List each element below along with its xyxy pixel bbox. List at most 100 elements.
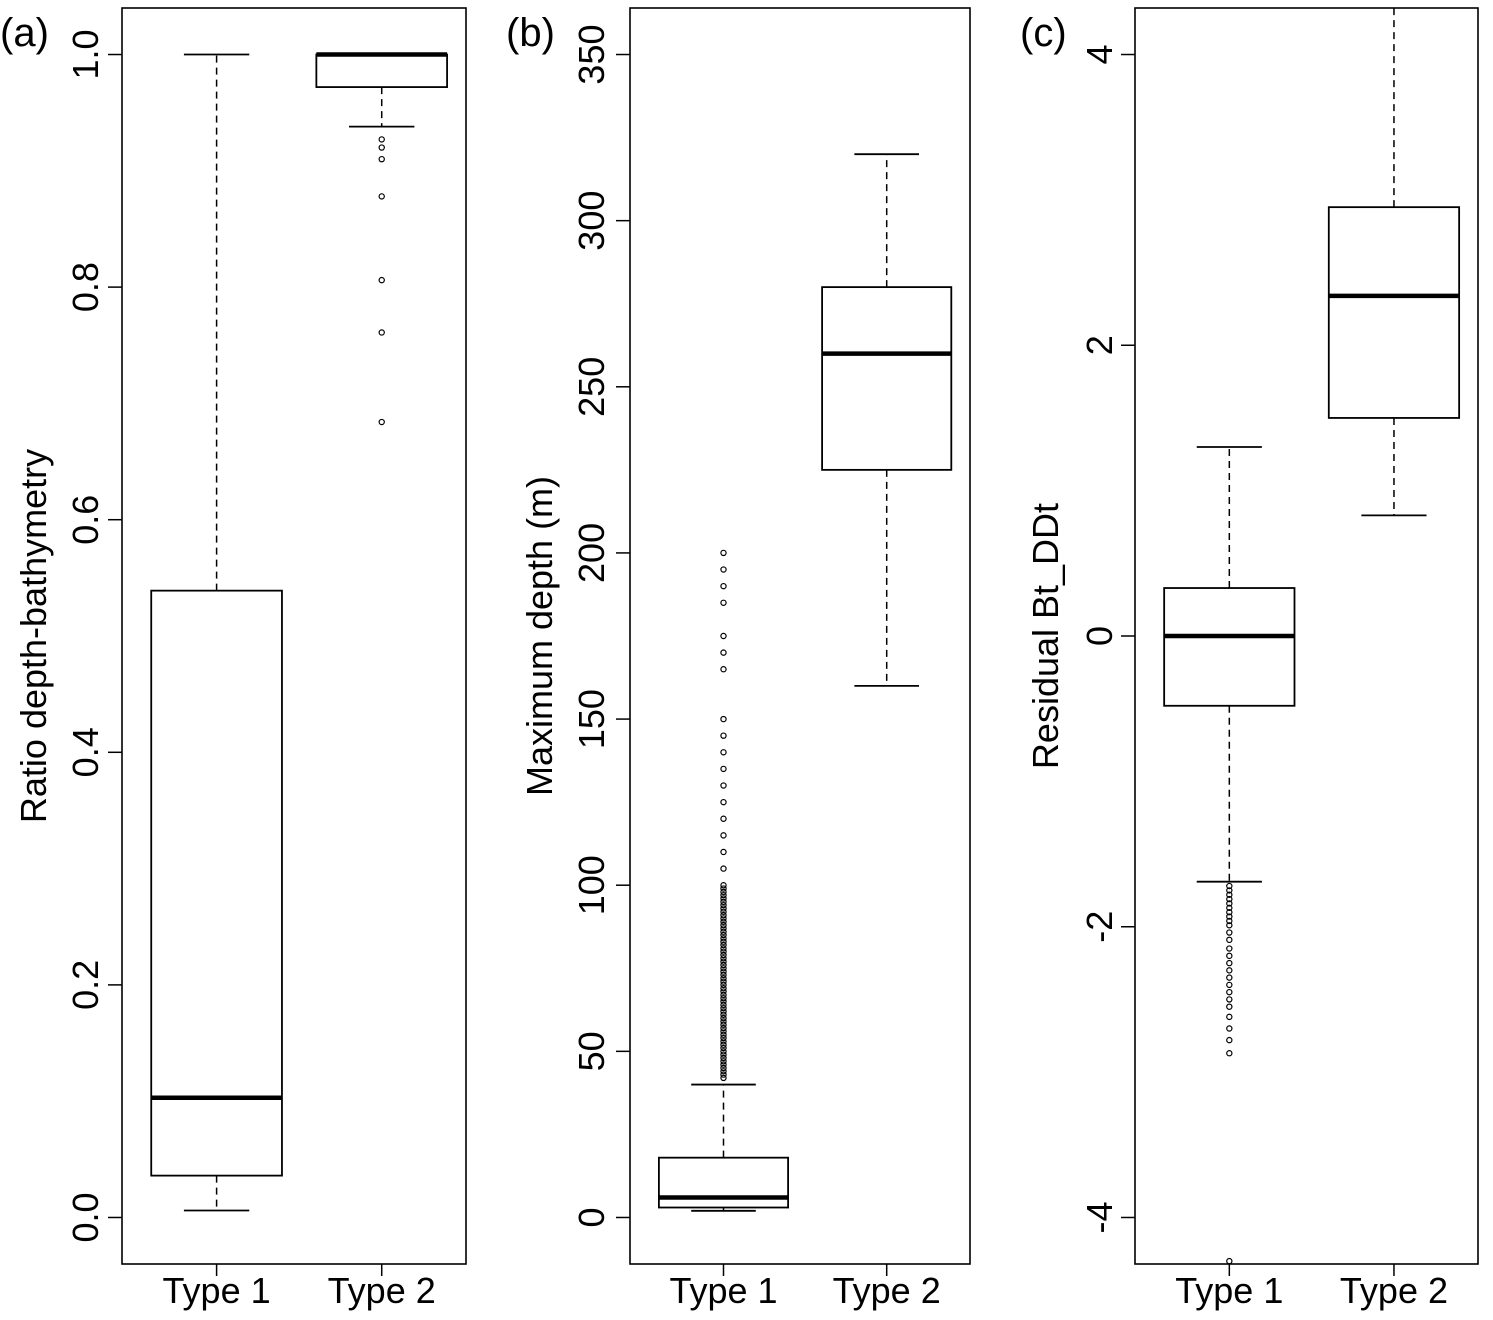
- iqr-box: [1327, 206, 1461, 419]
- outlier-point: [720, 582, 727, 590]
- outlier-point: [1226, 988, 1233, 996]
- outlier-point: [720, 961, 727, 969]
- y-axis-label: Residual Bt_DDt: [1025, 503, 1066, 769]
- outlier-point: [378, 418, 385, 426]
- y-tick-label: 300: [571, 191, 612, 251]
- outlier-point: [1226, 1025, 1233, 1032]
- y-tick-label: 0: [1079, 626, 1120, 646]
- outlier-point: [720, 1021, 727, 1028]
- outlier-point: [720, 566, 727, 573]
- outlier-point: [1226, 1036, 1233, 1044]
- x-tick-label: Type 1: [669, 1270, 777, 1311]
- y-tick-label: 350: [571, 24, 612, 84]
- outlier-point: [720, 798, 727, 806]
- y-tick-label: 0.2: [65, 960, 106, 1010]
- iqr-box: [821, 286, 953, 471]
- outlier-point: [1226, 952, 1233, 960]
- outlier-point: [720, 891, 727, 899]
- outlier-point: [720, 991, 727, 999]
- outlier-point: [720, 981, 727, 989]
- outlier-point: [720, 888, 727, 896]
- y-tick-label: 50: [571, 1031, 612, 1071]
- outlier-point: [720, 938, 727, 945]
- outlier-point: [720, 549, 727, 557]
- panel-c: (c) Residual Bt_DDt -4 -2 0 2 4 Type 1 Type 2: [1020, 7, 1479, 1311]
- y-tick-label: 0.0: [65, 1192, 106, 1242]
- outlier-point: [720, 1008, 727, 1015]
- outlier-point: [720, 1061, 727, 1068]
- outlier-point: [1226, 1013, 1233, 1021]
- outlier-point: [720, 1048, 727, 1055]
- outlier-point: [720, 599, 727, 606]
- outlier-point: [720, 931, 727, 939]
- outlier-point: [720, 1004, 727, 1012]
- x-tick-label: Type 2: [328, 1270, 436, 1311]
- x-tick-label: Type 2: [833, 1270, 941, 1311]
- outlier-point: [1226, 909, 1233, 916]
- x-tick-label: Type 1: [1175, 1270, 1283, 1311]
- outlier-point: [720, 955, 727, 962]
- outlier-point: [720, 905, 727, 912]
- outlier-point: [720, 915, 727, 922]
- outlier-point: [1226, 904, 1233, 912]
- iqr-box: [1163, 587, 1296, 707]
- y-tick-label: 0.4: [65, 727, 106, 777]
- x-tick-label: Type 2: [1340, 1270, 1448, 1311]
- outlier-point: [720, 948, 727, 955]
- outlier-point: [1226, 967, 1233, 974]
- outlier-point: [720, 1031, 727, 1038]
- outlier-point: [1226, 917, 1233, 925]
- y-tick-label: 0: [571, 1207, 612, 1227]
- outlier-point: [720, 1014, 727, 1022]
- outlier-point: [1226, 1050, 1233, 1057]
- outlier-point: [1226, 913, 1233, 920]
- panel-b: (b) Maximum depth (m) 0 50 100 150 200 250 300 35…: [506, 7, 971, 1311]
- y-axis-label: Maximum depth (m): [519, 476, 560, 796]
- plot-frame: [629, 7, 971, 1265]
- y-tick-label: 150: [571, 689, 612, 749]
- outlier-point: [720, 951, 727, 959]
- plot-frame: [121, 7, 467, 1265]
- outlier-point: [378, 155, 385, 163]
- outlier-point: [720, 1068, 727, 1075]
- outlier-point: [720, 908, 727, 915]
- y-tick-label: 250: [571, 357, 612, 417]
- outlier-point: [720, 968, 727, 975]
- outlier-point: [720, 965, 727, 972]
- outlier-point: [720, 1024, 727, 1032]
- outlier-point: [378, 193, 385, 200]
- outlier-point: [720, 985, 727, 992]
- outlier-point: [720, 1054, 727, 1062]
- y-tick-label: 1.0: [65, 29, 106, 79]
- outlier-point: [1226, 981, 1233, 989]
- outlier-point: [720, 971, 727, 979]
- outlier-point: [1226, 945, 1233, 952]
- outlier-point: [720, 928, 727, 935]
- outlier-point: [720, 1001, 727, 1009]
- outlier-point: [378, 136, 385, 143]
- outlier-point: [720, 1074, 727, 1082]
- outlier-point: [720, 749, 727, 756]
- outlier-point: [1226, 1003, 1233, 1010]
- outlier-point: [720, 732, 727, 739]
- outlier-point: [1226, 922, 1233, 929]
- outlier-point: [1226, 929, 1233, 936]
- outlier-point: [720, 782, 727, 789]
- outlier-point: [720, 1038, 727, 1045]
- outlier-point: [720, 935, 727, 942]
- outlier-point: [720, 901, 727, 909]
- outlier-point: [1226, 996, 1233, 1003]
- x-tick-label: Type 1: [163, 1270, 271, 1311]
- outlier-point: [720, 1044, 727, 1052]
- outlier-point: [720, 666, 727, 673]
- outlier-point: [720, 1064, 727, 1072]
- y-tick-label: 0.8: [65, 262, 106, 312]
- outlier-point: [720, 925, 727, 932]
- outlier-point: [720, 832, 727, 839]
- outlier-point: [720, 632, 727, 640]
- panel-label: (c): [1020, 11, 1067, 55]
- outlier-point: [720, 911, 727, 919]
- panel-label: (a): [0, 11, 49, 55]
- outlier-point: [720, 898, 727, 906]
- y-axis-label: Ratio depth-bathymetry: [13, 449, 54, 823]
